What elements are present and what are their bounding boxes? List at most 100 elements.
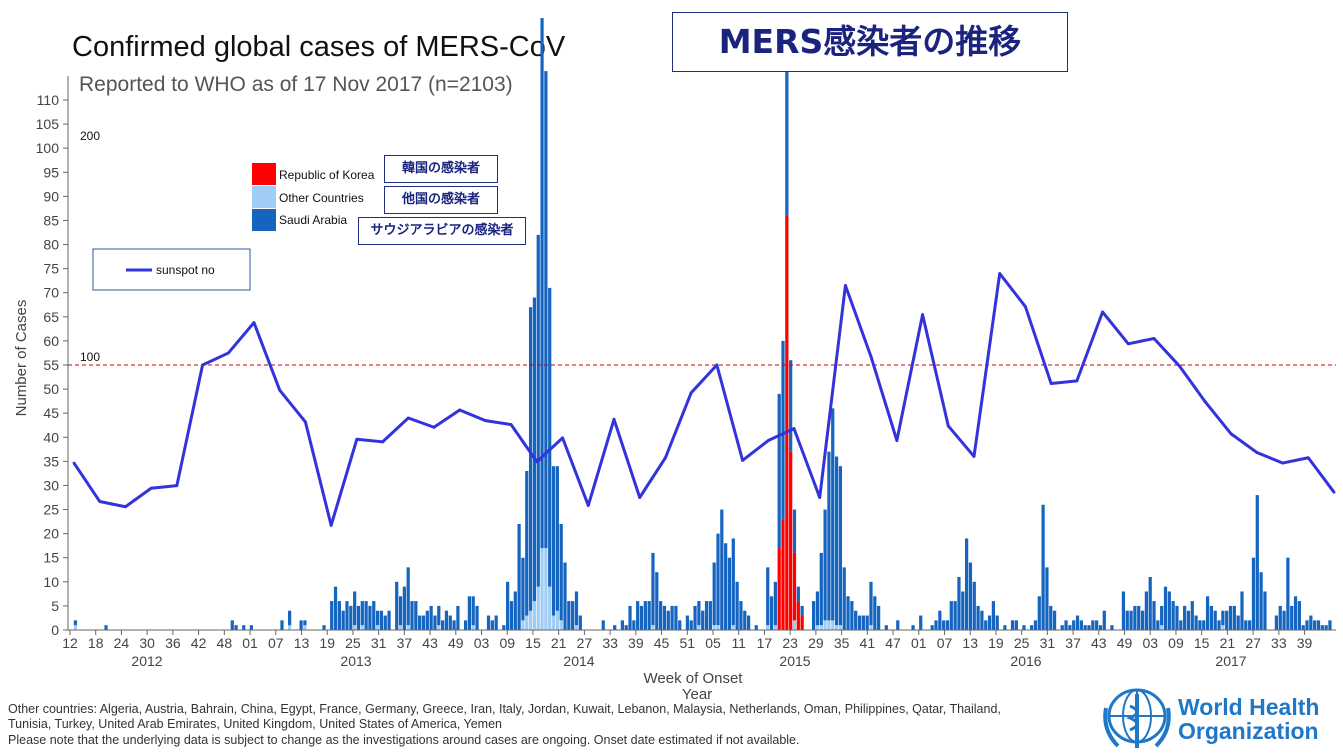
x-tick-label: 43 — [422, 635, 438, 651]
bar-saudi-arabia — [555, 466, 559, 611]
y-tick-label: 5 — [51, 598, 59, 614]
x-tick-label: 17 — [757, 635, 773, 651]
bar-saudi-arabia — [716, 533, 720, 626]
bar-other-countries — [819, 625, 823, 630]
bar-saudi-arabia — [704, 601, 709, 630]
x-tick-label: 39 — [628, 635, 644, 651]
bar-saudi-arabia — [330, 601, 334, 630]
x-tick-label: 19 — [988, 635, 1004, 651]
bar-saudi-arabia — [1052, 610, 1057, 630]
bar-saudi-arabia — [1194, 615, 1198, 630]
x-year-label: 2016 — [1010, 653, 1041, 669]
bar-saudi-arabia — [387, 610, 391, 630]
bar-saudi-arabia — [1244, 620, 1248, 630]
x-tick-label: 31 — [371, 635, 387, 651]
sunspot-point — [535, 460, 539, 464]
bar-korea — [796, 601, 800, 630]
bar-saudi-arabia — [429, 605, 433, 630]
bar-saudi-arabia — [1068, 625, 1072, 630]
bar-saudi-arabia — [877, 605, 881, 630]
sunspot-point — [484, 419, 487, 423]
sunspot-point — [586, 504, 590, 507]
bar-other-countries — [831, 620, 835, 630]
bar-saudi-arabia — [1217, 620, 1221, 630]
bar-saudi-arabia — [857, 615, 862, 630]
bar-other-countries — [551, 615, 556, 630]
bar-other-countries — [548, 586, 552, 630]
bar-saudi-arabia — [636, 601, 640, 630]
bar-saudi-arabia — [353, 591, 357, 626]
x-year-label: 2012 — [131, 653, 162, 669]
bar-saudi-arabia — [781, 340, 785, 520]
sunspot-point — [1024, 305, 1027, 309]
x-tick-label: 21 — [551, 635, 567, 651]
x-tick-label: 12 — [62, 635, 78, 651]
bar-saudi-arabia — [379, 610, 384, 630]
bar-saudi-arabia — [234, 625, 238, 630]
x-tick-label: 09 — [1168, 635, 1184, 651]
sunspot-point — [638, 496, 642, 499]
bar-korea — [781, 519, 785, 630]
bar-other-countries — [532, 601, 537, 630]
sunspot-point — [1229, 432, 1233, 436]
sunspot-point — [1075, 379, 1079, 383]
y-tick-label: 110 — [37, 92, 60, 108]
bar-saudi-arabia — [708, 601, 712, 630]
bar-other-countries — [731, 625, 735, 630]
bar-saudi-arabia — [578, 615, 582, 630]
x-tick-label: 03 — [474, 635, 490, 651]
bar-saudi-arabia — [288, 610, 292, 626]
x-tick-label: 41 — [860, 635, 876, 651]
bar-saudi-arabia — [1232, 605, 1236, 630]
x-tick-label: 07 — [268, 635, 284, 651]
bar-saudi-arabia — [1240, 591, 1244, 630]
bar-saudi-arabia — [1282, 610, 1286, 630]
bar-saudi-arabia — [509, 601, 514, 630]
y-tick-label: 40 — [43, 429, 59, 445]
bar-saudi-arabia — [1293, 596, 1298, 630]
y-tick-label: 60 — [43, 333, 59, 349]
bar-saudi-arabia — [242, 625, 246, 630]
bar-other-countries — [471, 625, 475, 630]
x-tick-label: 01 — [911, 635, 927, 651]
bar-saudi-arabia — [1037, 596, 1041, 630]
bar-saudi-arabia — [551, 466, 556, 616]
bar-saudi-arabia — [720, 509, 724, 630]
bar-saudi-arabia — [1205, 596, 1210, 630]
x-tick-label: 19 — [319, 635, 335, 651]
bar-saudi-arabia — [1075, 615, 1080, 630]
x-tick-label: 25 — [1014, 635, 1030, 651]
bar-saudi-arabia — [1175, 605, 1179, 630]
bar-saudi-arabia — [1144, 591, 1148, 630]
bar-saudi-arabia — [896, 620, 900, 630]
bar-saudi-arabia — [1171, 601, 1175, 630]
bar-other-countries — [766, 625, 770, 630]
bar-saudi-arabia — [364, 601, 368, 630]
x-tick-label: 49 — [448, 635, 464, 651]
bar-saudi-arabia — [984, 620, 988, 630]
sunspot-point — [792, 427, 796, 430]
y-tick-label: 15 — [43, 550, 59, 566]
bar-saudi-arabia — [345, 601, 349, 630]
x-tick-label: 23 — [782, 635, 798, 651]
bar-saudi-arabia — [957, 577, 961, 630]
bar-saudi-arabia — [1102, 610, 1106, 630]
bar-saudi-arabia — [869, 581, 873, 626]
bar-saudi-arabia — [701, 610, 705, 630]
bar-saudi-arabia — [1125, 610, 1129, 630]
bar-saudi-arabia — [1320, 625, 1324, 630]
sunspot-point — [972, 455, 976, 458]
bar-saudi-arabia — [360, 601, 364, 626]
sunspot-point — [664, 456, 667, 460]
bar-other-countries — [525, 615, 529, 630]
bar-saudi-arabia — [1248, 620, 1252, 630]
legend-swatch-saudi — [252, 209, 276, 231]
sunspot-point — [612, 417, 616, 421]
secondary-axis-label-200: 200 — [80, 129, 100, 143]
sunspot-point — [252, 321, 256, 324]
bar-other-countries — [540, 548, 544, 630]
x-tick-label: 36 — [165, 635, 181, 651]
bar-saudi-arabia — [643, 601, 647, 630]
sunspot-point — [149, 486, 153, 490]
bar-saudi-arabia — [980, 610, 984, 630]
